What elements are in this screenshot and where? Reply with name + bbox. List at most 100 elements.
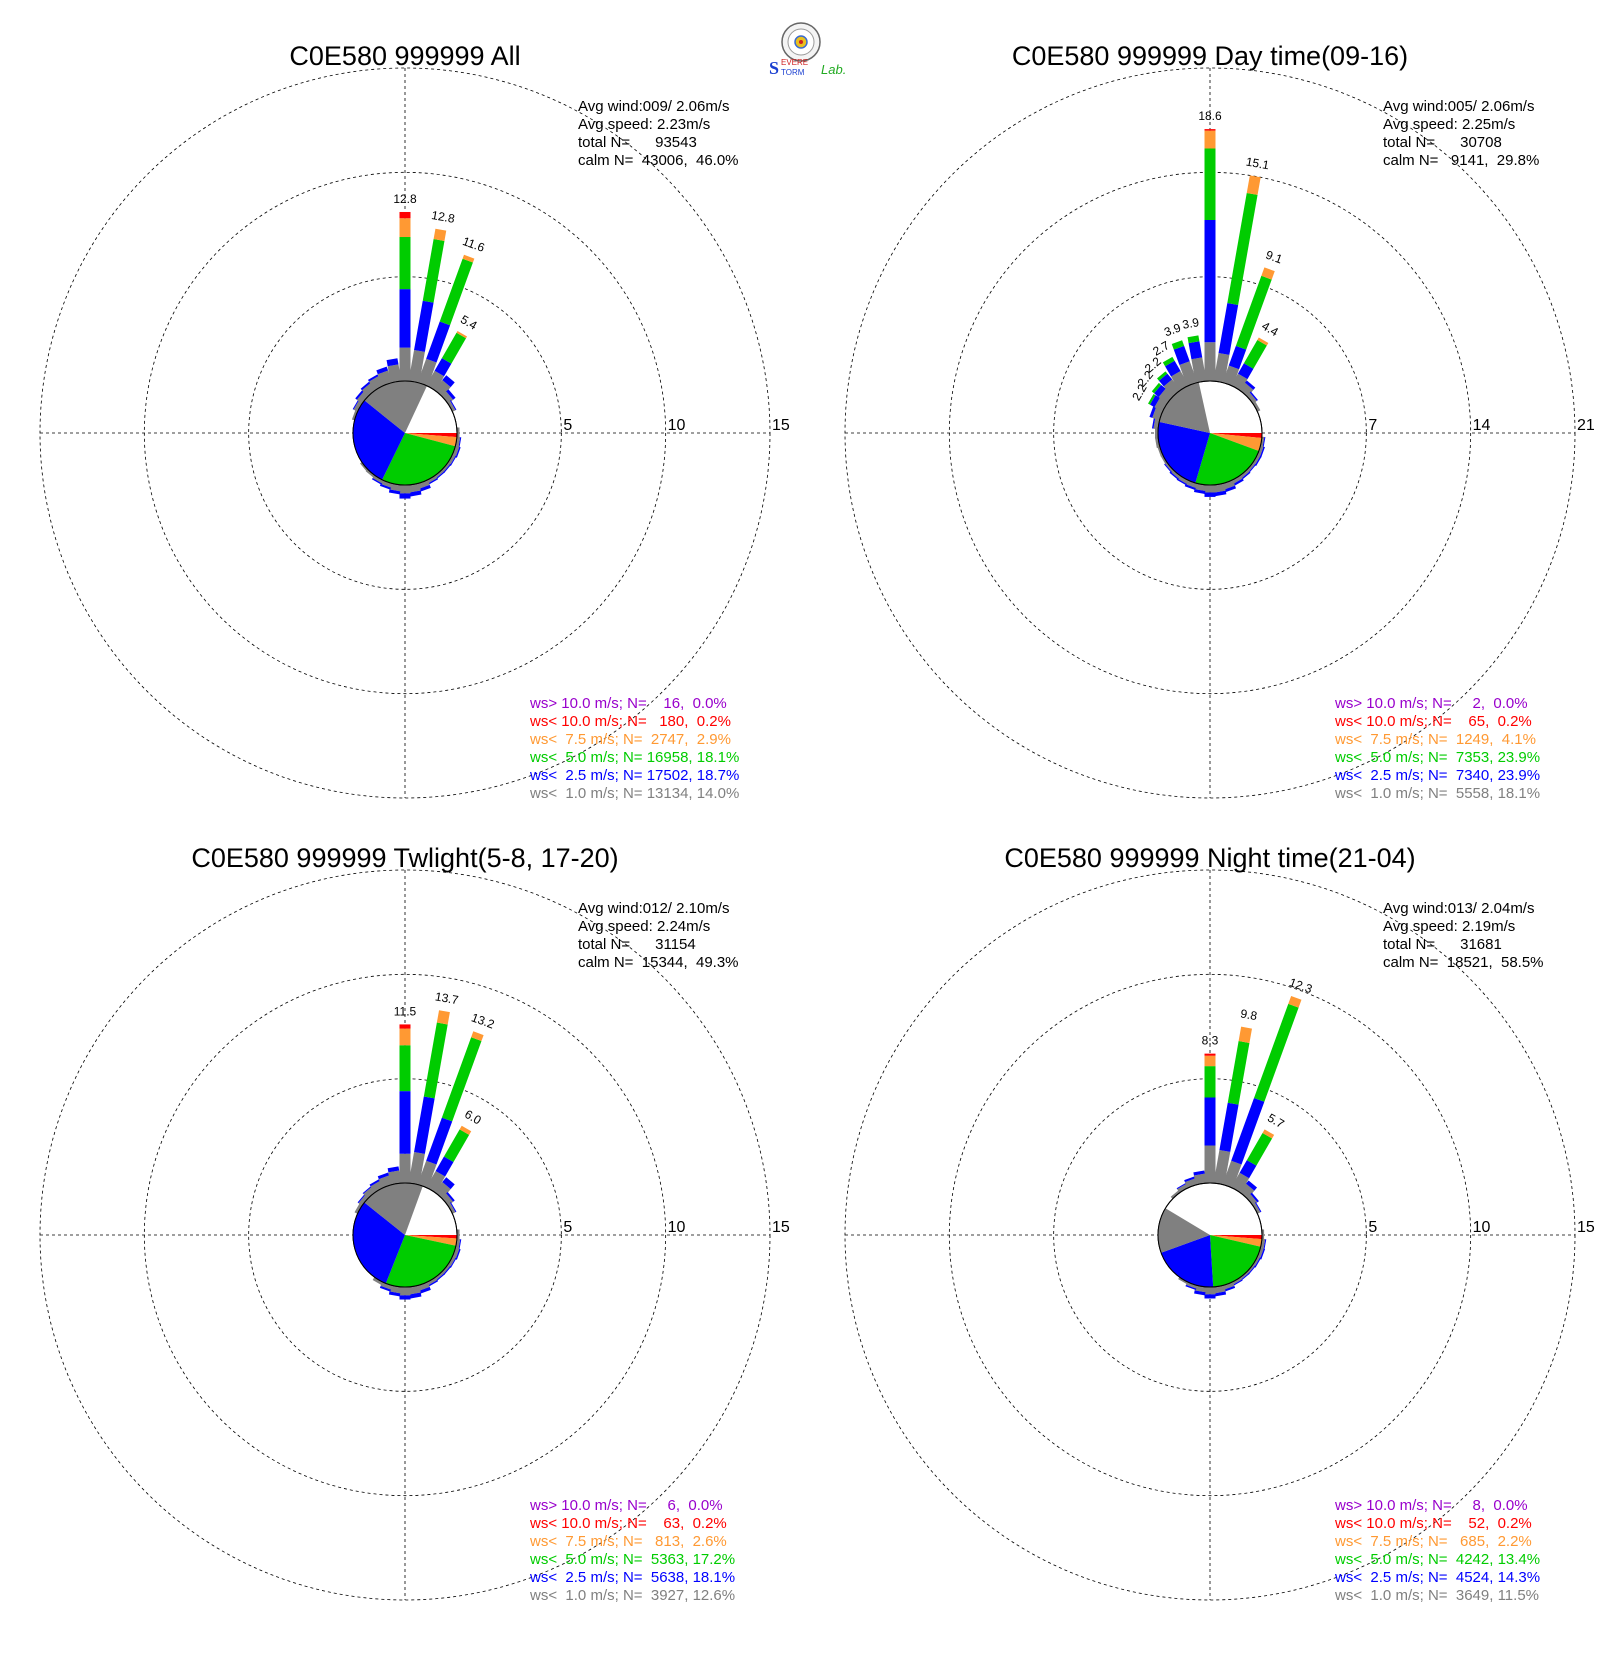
- petal-segment: [1189, 1178, 1190, 1180]
- petal-segment: [386, 482, 387, 486]
- legend-entry: ws< 2.5 m/s; N= 7340, 23.9%: [1334, 767, 1540, 784]
- petal-segment: [393, 1167, 394, 1171]
- petal-segment: [433, 481, 434, 482]
- legend-entry: ws< 5.0 m/s; N= 4242, 13.4%: [1334, 1551, 1540, 1568]
- stats-line: calm N= 18521, 58.5%: [1383, 954, 1544, 971]
- petal-segment: [1168, 360, 1170, 364]
- petal-segment: [442, 1011, 444, 1023]
- petal-segment: [1257, 1262, 1258, 1263]
- ring-label: 10: [668, 417, 686, 434]
- petal-segment: [447, 1039, 476, 1119]
- stats-line: Avg speed: 2.24m/s: [578, 918, 710, 935]
- petal-segment: [453, 405, 454, 406]
- severe-storm-lab-logo: S EVERE TORM Lab.: [765, 22, 845, 84]
- petal-segment: [1161, 375, 1163, 377]
- petal-segment: [1252, 1136, 1268, 1163]
- petal-segment: [1236, 376, 1243, 388]
- petal-segment: [1243, 386, 1249, 393]
- petal-segment: [1191, 482, 1193, 486]
- petal-segment: [1154, 423, 1158, 424]
- petal-segment: [1199, 1175, 1201, 1184]
- petal-segment: [431, 323, 445, 360]
- stats-line: Avg wind:009/ 2.06m/s: [578, 98, 729, 115]
- petal-segment: [1193, 336, 1194, 342]
- ring-label: 15: [772, 417, 790, 434]
- petal-segment: [1267, 1132, 1269, 1136]
- ring-label: 15: [772, 1219, 790, 1236]
- petal-segment: [1153, 400, 1158, 403]
- petal-segment: [425, 487, 426, 490]
- petal-segment: [445, 396, 450, 400]
- petal-segment: [373, 377, 374, 379]
- petal-segment: [446, 379, 450, 384]
- legend-entry: ws> 10.0 m/s; N= 8, 0.0%: [1334, 1497, 1528, 1514]
- petal-segment: [368, 1190, 372, 1195]
- legend-entry: ws< 7.5 m/s; N= 685, 2.2%: [1334, 1533, 1532, 1550]
- petal-segment: [394, 490, 395, 493]
- legend-entry: ws< 5.0 m/s; N= 16958, 18.1%: [529, 749, 739, 766]
- petal-segment: [1228, 1284, 1229, 1288]
- petal-segment: [1197, 358, 1201, 381]
- petal-segment: [386, 1284, 387, 1288]
- petal-segment: [361, 1198, 362, 1199]
- petal-segment: [356, 405, 360, 407]
- petal-segment: [439, 361, 446, 374]
- petal-label: 11.6: [461, 234, 487, 255]
- petal-segment: [360, 396, 365, 400]
- petal-label: 13.7: [434, 989, 460, 1007]
- petal-segment: [1243, 1187, 1250, 1195]
- stats-line: calm N= 43006, 46.0%: [578, 152, 739, 169]
- petal-segment: [1190, 1180, 1192, 1186]
- legend-entry: ws< 7.5 m/s; N= 813, 2.6%: [529, 1533, 727, 1550]
- legend-entry: ws< 10.0 m/s; N= 63, 0.2%: [529, 1515, 727, 1532]
- petal-segment: [1228, 482, 1230, 488]
- petal-segment: [415, 491, 416, 495]
- petal-segment: [461, 334, 462, 336]
- petal-segment: [1245, 1276, 1246, 1277]
- stats-line: Avg wind:013/ 2.04m/s: [1383, 900, 1534, 917]
- legend-entry: ws< 7.5 m/s; N= 1249, 4.1%: [1334, 731, 1536, 748]
- ring-label: 5: [1368, 1219, 1377, 1236]
- petal-segment: [1241, 278, 1266, 348]
- petal-segment: [438, 384, 446, 394]
- legend-entry: ws< 5.0 m/s; N= 5363, 17.2%: [529, 1551, 735, 1568]
- petal-label: 12.8: [393, 192, 417, 206]
- petal-segment: [468, 257, 469, 261]
- logo-text-lab: Lab.: [821, 62, 846, 77]
- petal-segment: [365, 385, 366, 387]
- petal-segment: [414, 1286, 415, 1293]
- ring-label: 14: [1473, 417, 1491, 434]
- petal-segment: [1162, 393, 1170, 400]
- petal-label: 8.3: [1202, 1034, 1219, 1048]
- petal-segment: [1182, 1186, 1184, 1190]
- panel-title: C0E580 999999 Twlight(5-8, 17-20): [191, 843, 618, 873]
- petal-segment: [1245, 475, 1246, 476]
- petal-segment: [1244, 1028, 1247, 1042]
- stats-line: calm N= 9141, 29.8%: [1383, 152, 1539, 169]
- ring-label: 10: [668, 1219, 686, 1236]
- logo-text-torm: TORM: [781, 68, 804, 77]
- petal-segment: [428, 240, 439, 302]
- petal-segment: [1179, 348, 1185, 363]
- petal-segment: [1190, 486, 1191, 488]
- petal-segment: [446, 1181, 450, 1186]
- petal-segment: [374, 1182, 375, 1184]
- petal-segment: [450, 394, 452, 396]
- legend-entry: ws< 10.0 m/s; N= 52, 0.2%: [1334, 1515, 1532, 1532]
- petal-segment: [1233, 194, 1252, 304]
- petal-segment: [440, 1159, 448, 1173]
- petal-segment: [464, 1129, 466, 1133]
- panel-title: C0E580 999999 Day time(09-16): [1012, 41, 1408, 71]
- petal-segment: [438, 1186, 446, 1196]
- legend-entry: ws< 5.0 m/s; N= 7353, 23.9%: [1334, 749, 1540, 766]
- legend-entry: ws< 1.0 m/s; N= 13134, 14.0%: [529, 785, 739, 802]
- petal-segment: [415, 1293, 416, 1297]
- legend-entry: ws< 2.5 m/s; N= 17502, 18.7%: [529, 767, 739, 784]
- petal-segment: [454, 451, 458, 452]
- petal-segment: [1262, 340, 1263, 343]
- petal-segment: [377, 481, 378, 482]
- petal-segment: [382, 368, 383, 372]
